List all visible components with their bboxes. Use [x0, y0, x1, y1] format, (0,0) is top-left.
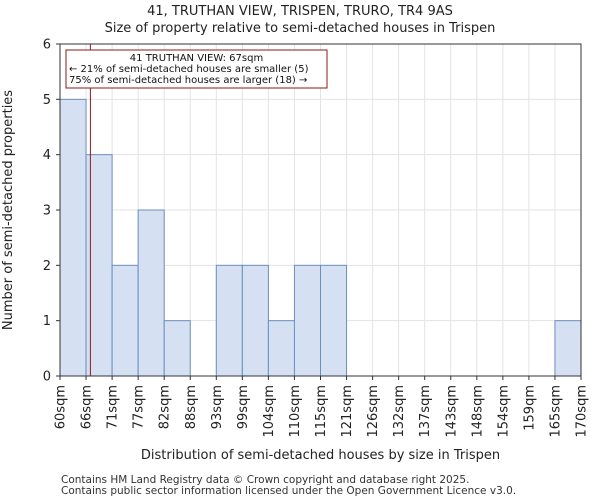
- histogram-bar: [267, 320, 295, 377]
- x-tick-label: 71sqm: [106, 385, 121, 429]
- histogram-bar: [320, 264, 348, 377]
- histogram-bar: [163, 320, 191, 377]
- annotation-larger: 75% of semi-detached houses are larger (…: [69, 75, 307, 86]
- x-tick-label: 165sqm: [548, 385, 563, 438]
- chart-title: 41, TRUTHAN VIEW, TRISPEN, TRURO, TR4 9A…: [147, 4, 453, 19]
- annotation-title: 41 TRUTHAN VIEW: 67sqm: [130, 53, 263, 64]
- footer-licence: Contains public sector information licen…: [61, 485, 517, 497]
- x-tick-label: 104sqm: [262, 385, 277, 438]
- y-tick-label: 1: [43, 314, 51, 329]
- x-tick-label: 154sqm: [496, 385, 511, 438]
- x-tick-label: 126sqm: [366, 385, 381, 438]
- histogram-bar: [293, 264, 322, 377]
- histogram-bar: [111, 264, 139, 377]
- x-axis-label: Distribution of semi-detached houses by …: [141, 448, 500, 463]
- x-tick-label: 66sqm: [80, 385, 95, 429]
- y-tick-label: 5: [43, 93, 51, 108]
- y-tick-label: 3: [43, 204, 51, 219]
- footer-copyright: Contains HM Land Registry data © Crown c…: [61, 474, 470, 486]
- y-tick-layer: 0 1 2 3 4 5 6: [43, 38, 60, 385]
- x-tick-label: 137sqm: [418, 385, 433, 438]
- property-annotation: 41 TRUTHAN VIEW: 67sqm ← 21% of semi-det…: [65, 49, 328, 89]
- histogram-bar: [215, 264, 243, 377]
- x-tick-label: 82sqm: [158, 385, 173, 429]
- histogram-bar: [241, 264, 269, 377]
- x-tick-layer: 60sqm 66sqm 71sqm 77sqm 82sqm 88sqm 93sqm 99sqm…: [54, 376, 590, 438]
- y-tick-label: 6: [43, 38, 51, 53]
- y-tick-label: 2: [43, 259, 51, 274]
- x-tick-label: 121sqm: [340, 385, 355, 438]
- histogram-bar: [554, 320, 582, 377]
- x-tick-label: 148sqm: [470, 385, 485, 438]
- x-tick-label: 132sqm: [392, 385, 407, 438]
- histogram-bar: [137, 209, 165, 377]
- annotation-smaller: ← 21% of semi-detached houses are smalle…: [69, 64, 309, 75]
- annotation-box: [65, 49, 328, 89]
- x-tick-label: 115sqm: [314, 385, 329, 438]
- histogram-bar: [59, 98, 87, 377]
- x-tick-label: 159qm: [522, 385, 537, 431]
- x-tick-label: 93sqm: [210, 385, 225, 429]
- y-tick-label: 4: [43, 148, 51, 163]
- y-axis-label: Number of semi-detached properties: [1, 90, 16, 330]
- x-tick-label: 60sqm: [54, 385, 69, 429]
- chart-subtitle: Size of property relative to semi-detach…: [104, 21, 496, 36]
- x-tick-label: 110sqm: [288, 385, 303, 438]
- x-tick-label: 143sqm: [444, 385, 459, 438]
- x-tick-label: 170sqm: [575, 385, 590, 438]
- x-tick-label: 77sqm: [132, 385, 147, 429]
- x-tick-label: 99sqm: [236, 385, 251, 429]
- x-tick-label: 88sqm: [184, 385, 199, 429]
- y-tick-label: 0: [43, 370, 51, 385]
